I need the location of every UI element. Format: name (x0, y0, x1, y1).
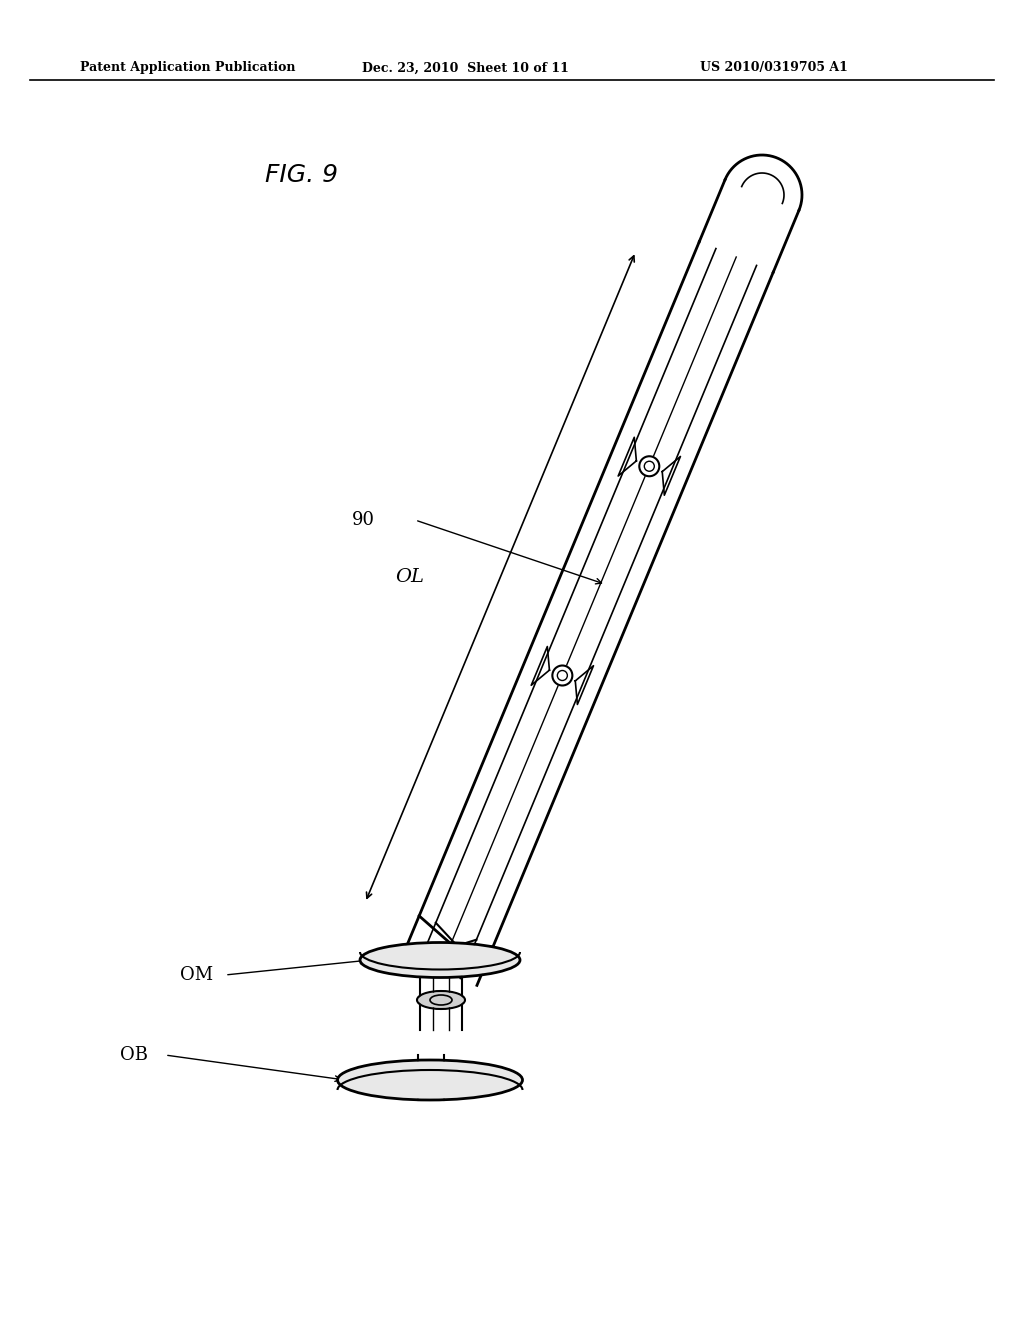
Text: Patent Application Publication: Patent Application Publication (80, 62, 296, 74)
Ellipse shape (339, 1061, 521, 1100)
Ellipse shape (418, 993, 464, 1008)
Text: OL: OL (395, 568, 424, 586)
Circle shape (552, 665, 572, 685)
Text: OB: OB (120, 1045, 148, 1064)
Text: Dec. 23, 2010  Sheet 10 of 11: Dec. 23, 2010 Sheet 10 of 11 (362, 62, 569, 74)
Text: 90: 90 (352, 511, 375, 529)
Text: US 2010/0319705 A1: US 2010/0319705 A1 (700, 62, 848, 74)
Ellipse shape (361, 944, 519, 977)
Circle shape (639, 457, 659, 477)
Text: FIG. 9: FIG. 9 (265, 162, 338, 187)
Text: OM: OM (180, 966, 213, 983)
